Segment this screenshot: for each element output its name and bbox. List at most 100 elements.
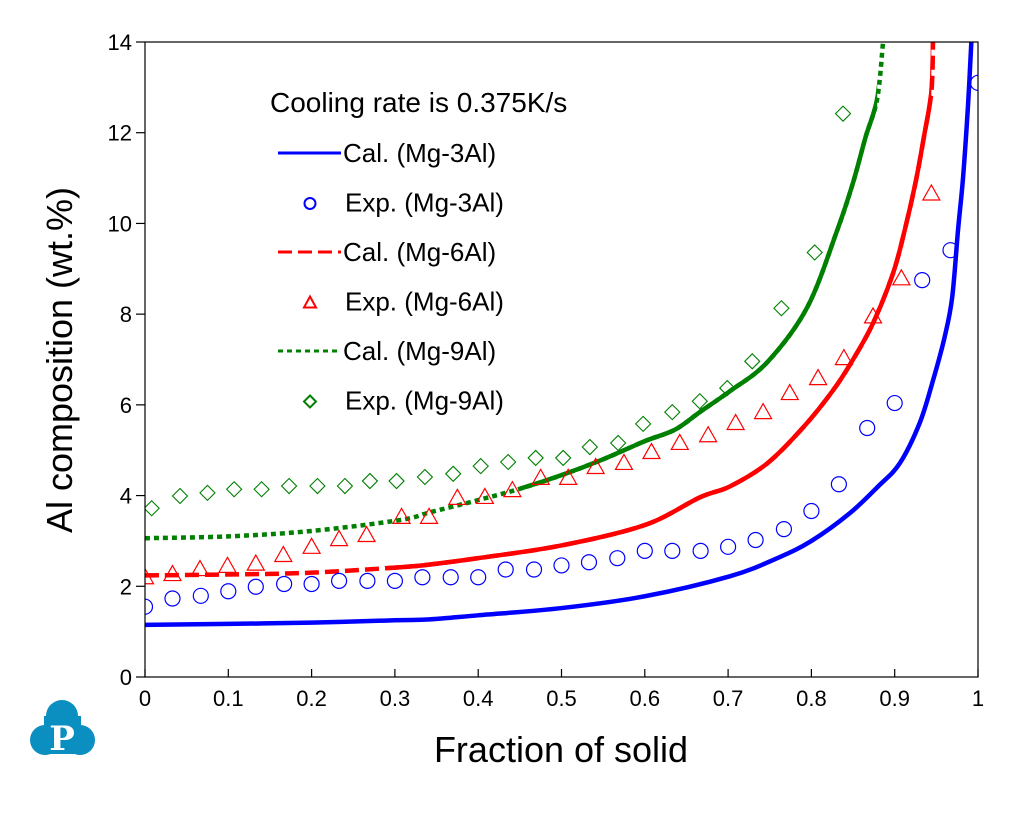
- curve-2-solid: [386, 42, 932, 571]
- data-point-diamond: [336, 477, 354, 495]
- data-point-diamond: [718, 379, 736, 397]
- data-point-diamond: [691, 392, 709, 410]
- data-point-triangle: [329, 529, 349, 547]
- data-point-triangle: [145, 567, 155, 585]
- x-tick-label: 0.8: [796, 686, 827, 711]
- logo: P: [30, 700, 95, 759]
- x-tick-label: 0.3: [380, 686, 411, 711]
- data-point-circle: [525, 561, 543, 578]
- data-point-triangle: [641, 442, 661, 460]
- x-tick-label: 0.4: [463, 686, 494, 711]
- data-point-triangle: [190, 559, 210, 577]
- data-point-diamond: [499, 453, 517, 471]
- data-point-diamond: [806, 244, 824, 261]
- curve-4-solid: [519, 82, 878, 492]
- y-tick-label: 12: [108, 121, 132, 146]
- data-point-diamond: [743, 353, 761, 370]
- legend-item: Exp. (Mg-9Al): [302, 386, 504, 416]
- data-point-triangle: [162, 564, 183, 582]
- legend-label: Cal. (Mg-9Al): [343, 336, 496, 366]
- data-point-diamond: [280, 477, 298, 495]
- data-point-diamond: [664, 403, 681, 421]
- legend-annotation: Cooling rate is 0.375K/s: [270, 87, 567, 118]
- data-point-triangle: [273, 545, 293, 563]
- data-point-diamond: [444, 465, 462, 483]
- data-point-diamond: [199, 484, 216, 502]
- logo-cloud-icon: [30, 700, 95, 755]
- x-tick-label: 0.1: [213, 686, 244, 711]
- y-tick-label: 8: [120, 302, 132, 327]
- data-point-circle: [414, 569, 431, 586]
- data-point-diamond: [309, 477, 326, 495]
- data-point-triangle: [447, 488, 467, 505]
- data-point-diamond: [472, 457, 489, 475]
- x-axis-title: Fraction of solid: [434, 729, 688, 770]
- data-point-triangle: [357, 525, 377, 543]
- y-tick-label: 4: [120, 484, 132, 509]
- data-point-diamond: [834, 105, 852, 122]
- data-point-diamond: [145, 499, 160, 517]
- data-point-triangle: [419, 507, 439, 524]
- data-point-circle: [164, 590, 181, 607]
- data-point-circle: [359, 572, 376, 589]
- legend-label: Cal. (Mg-3Al): [343, 138, 496, 168]
- data-point-circle: [719, 538, 737, 555]
- data-point-circle: [886, 394, 903, 412]
- data-point-circle: [580, 554, 598, 571]
- data-point-triangle: [698, 425, 718, 443]
- x-tick-label: 0.6: [630, 686, 661, 711]
- data-point-diamond: [609, 434, 627, 452]
- data-point-circle: [470, 569, 487, 586]
- data-point-triangle: [302, 537, 322, 554]
- data-point-circle: [609, 550, 626, 567]
- data-point-triangle: [891, 268, 911, 286]
- data-point-diamond: [361, 472, 379, 490]
- data-point-triangle: [808, 368, 828, 386]
- legend-label: Cal. (Mg-6Al): [343, 237, 496, 267]
- data-point-diamond: [554, 449, 572, 467]
- data-point-triangle: [531, 468, 551, 485]
- legend-label: Exp. (Mg-6Al): [345, 287, 504, 317]
- data-point-diamond: [773, 299, 790, 317]
- data-point-circle: [830, 476, 847, 493]
- y-tick-label: 14: [108, 30, 132, 55]
- x-tick-label: 0.7: [713, 686, 744, 711]
- y-tick-label: 0: [120, 665, 132, 690]
- data-point-triangle: [670, 433, 690, 451]
- data-point-diamond: [253, 480, 270, 498]
- legend-label: Exp. (Mg-9Al): [345, 386, 504, 416]
- data-point-circle: [969, 74, 978, 91]
- data-point-triangle: [558, 468, 578, 485]
- data-point-diamond: [416, 468, 434, 486]
- x-tick-label: 0: [139, 686, 151, 711]
- legend-item: Exp. (Mg-3Al): [303, 188, 504, 218]
- data-point-triangle: [863, 306, 883, 324]
- legend-marker-swatch: [303, 197, 317, 210]
- data-point-diamond: [634, 415, 652, 433]
- data-point-circle: [914, 272, 931, 289]
- data-point-circle: [692, 542, 709, 560]
- data-point-diamond: [388, 472, 405, 490]
- data-point-circle: [192, 587, 209, 604]
- data-point-circle: [330, 572, 348, 589]
- legend-item: Cal. (Mg-9Al): [278, 336, 496, 366]
- data-point-triangle: [921, 183, 941, 201]
- data-point-circle: [553, 557, 570, 574]
- x-tick-label: 0.2: [296, 686, 327, 711]
- data-point-circle: [386, 572, 403, 589]
- data-point-diamond: [527, 449, 544, 467]
- data-point-diamond: [225, 480, 243, 498]
- data-point-triangle: [586, 457, 606, 475]
- data-point-circle: [145, 598, 154, 615]
- legend-item: Cal. (Mg-6Al): [278, 237, 496, 267]
- data-point-triangle: [217, 556, 237, 573]
- x-tick-label: 0.9: [879, 686, 910, 711]
- data-point-circle: [859, 419, 876, 437]
- markers: [145, 74, 978, 615]
- data-point-triangle: [392, 507, 412, 524]
- legend-item: Cal. (Mg-3Al): [278, 138, 496, 168]
- data-point-triangle: [753, 402, 773, 420]
- x-axis-ticks: 0 0.1 0.2 0.3 0.4 0.5 0.6 0.7 0.8 0.9 1: [139, 669, 984, 711]
- data-point-triangle: [475, 487, 495, 505]
